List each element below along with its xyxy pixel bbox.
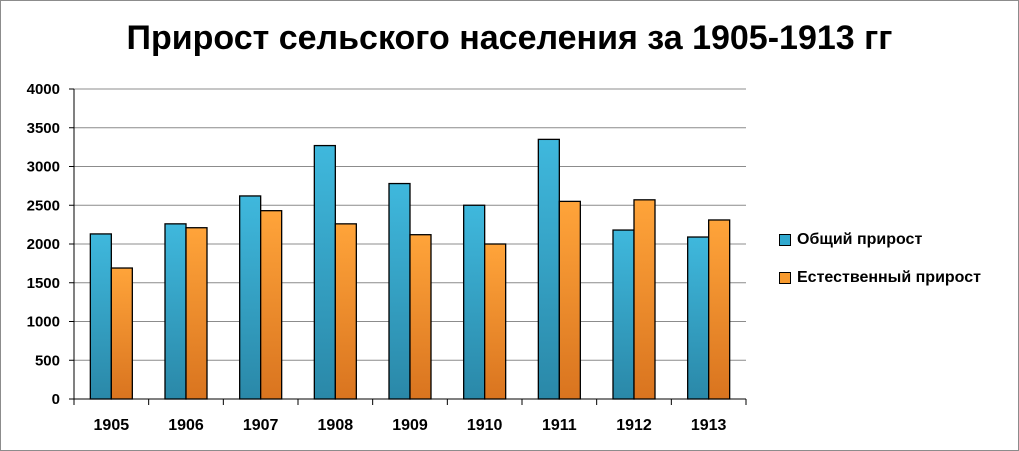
x-tick-label: 1909 [392, 417, 428, 434]
x-tick-label: 1907 [243, 417, 279, 434]
x-tick-label: 1912 [616, 417, 652, 434]
bar-natural [633, 199, 656, 400]
legend-swatch-total [779, 234, 791, 246]
bar-total [463, 204, 486, 400]
legend-label-natural: Естественный прирост [797, 269, 981, 286]
bar-total [687, 236, 710, 400]
bar-total [313, 144, 336, 400]
x-tick-label: 1908 [318, 417, 354, 434]
y-tick-label: 4000 [27, 81, 60, 98]
bar-natural [558, 200, 581, 400]
y-tick-label: 2500 [27, 197, 60, 214]
y-tick-label: 0 [52, 391, 60, 408]
y-tick-label: 3000 [27, 159, 60, 176]
bar-natural [409, 234, 432, 400]
legend-item-total: Общий прирост [779, 229, 981, 251]
bar-total [164, 223, 187, 400]
x-tick-label: 1911 [542, 417, 577, 434]
x-tick-label: 1905 [94, 417, 130, 434]
legend-item-natural: Естественный прирост [779, 267, 981, 289]
y-tick-label: 1000 [27, 314, 60, 331]
bar-natural [260, 210, 283, 400]
legend-swatch-natural [779, 272, 791, 284]
bar-natural [185, 227, 208, 400]
bar-natural [110, 267, 133, 400]
bar-total [239, 195, 262, 400]
bar-total [537, 138, 560, 400]
legend: Общий прирост Естественный прирост [779, 229, 981, 305]
bar-total [89, 233, 112, 400]
legend-label-total: Общий прирост [797, 231, 923, 248]
y-tick-label: 500 [35, 352, 60, 369]
x-tick-label: 1910 [467, 417, 503, 434]
bar-natural [334, 223, 357, 400]
y-tick-label: 2000 [27, 236, 60, 253]
y-tick-label: 1500 [27, 275, 60, 292]
x-tick-label: 1906 [168, 417, 204, 434]
bar-natural [484, 243, 507, 400]
bar-natural [708, 219, 731, 400]
bar-total [388, 182, 411, 400]
y-tick-label: 3500 [27, 120, 60, 137]
bar-total [612, 229, 635, 400]
x-tick-label: 1913 [691, 417, 727, 434]
chart-title: Прирост сельского населения за 1905-1913… [126, 19, 893, 57]
